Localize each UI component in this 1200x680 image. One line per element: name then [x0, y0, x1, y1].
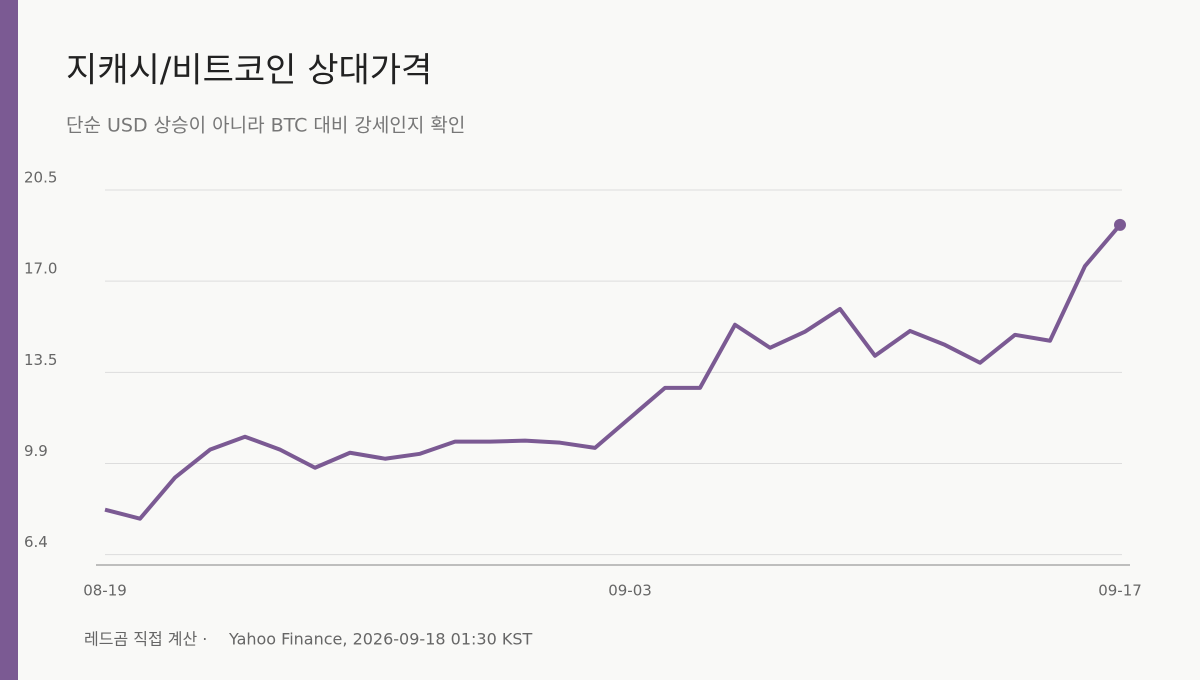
x-tick-label: 09-03 — [608, 582, 652, 600]
line — [104, 223, 1122, 521]
y-tick-label: 9.9 — [24, 442, 48, 460]
chart-title: 지캐시/비트코인 상대가격 — [66, 51, 432, 91]
y-tick-label: 6.4 — [24, 533, 48, 551]
end-dot — [1114, 218, 1126, 231]
y-tick-label: 17.0 — [24, 260, 57, 278]
note: 레드곰 직접 계산 · — [84, 630, 207, 649]
accent-bar — [0, 0, 18, 680]
source: Yahoo Finance, 2026-09-18 01:30 KST — [228, 630, 532, 649]
x-tick-label: 09-17 — [1098, 582, 1142, 600]
x-tick-label: 08-19 — [83, 582, 127, 600]
y-tick-label: 13.5 — [24, 351, 57, 369]
chart-subtitle: 단순 USD 상승이 아니라 BTC 대비 강세인지 확인 — [66, 115, 465, 137]
y-tick-label: 20.5 — [24, 169, 57, 187]
